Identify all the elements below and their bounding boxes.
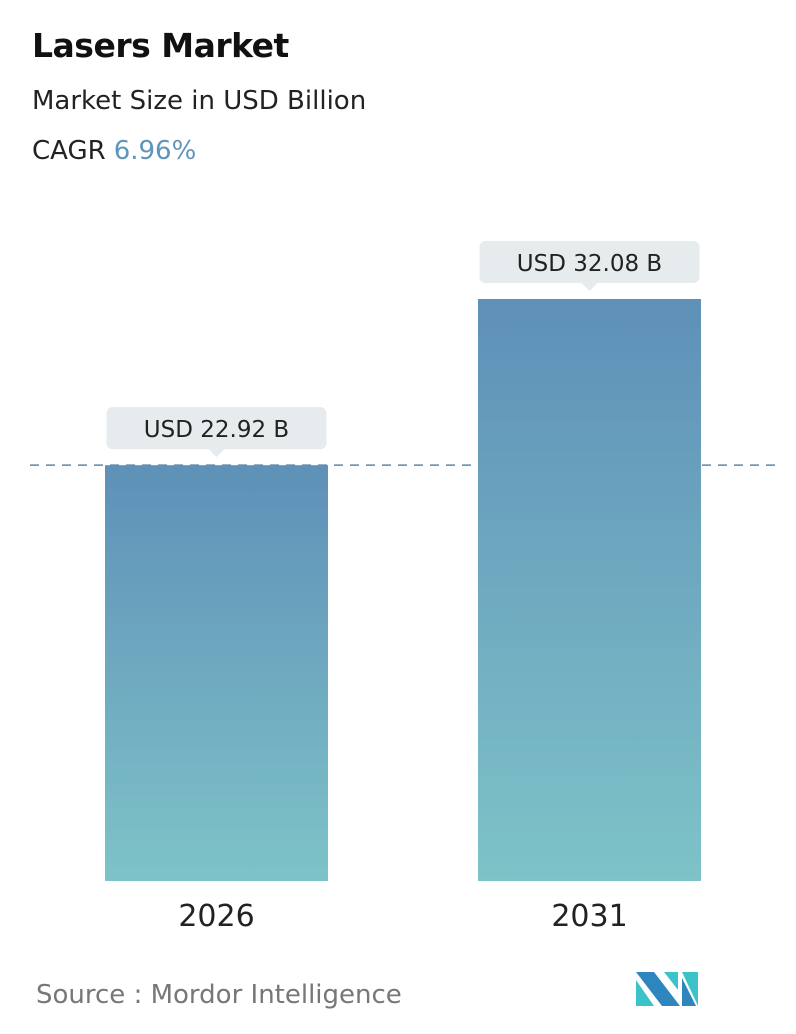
data-label-bg <box>479 241 700 283</box>
chart-title: Lasers Market <box>32 26 289 65</box>
chart-subtitle: Market Size in USD Billion <box>32 86 367 116</box>
x-tick-label: 2031 <box>551 899 627 934</box>
cagr: CAGR 6.96% <box>32 136 196 166</box>
data-label-pointer <box>208 449 225 458</box>
cagr-value: 6.96% <box>113 136 197 166</box>
data-label-pointer <box>581 283 598 291</box>
data-label-bg <box>106 407 327 450</box>
data-label: USD 22.92 B <box>144 417 289 443</box>
bar-2026 <box>105 465 328 881</box>
cagr-label: CAGR <box>32 136 106 166</box>
bar-2031 <box>478 299 701 881</box>
bar-chart: USD 22.92 B 2026 USD 32.08 B 2031 <box>30 241 782 934</box>
x-tick-label: 2026 <box>178 899 254 934</box>
source-text: Source : Mordor Intelligence <box>36 980 402 1010</box>
data-label: USD 32.08 B <box>517 251 662 277</box>
mordor-intelligence-logo <box>636 972 698 1006</box>
